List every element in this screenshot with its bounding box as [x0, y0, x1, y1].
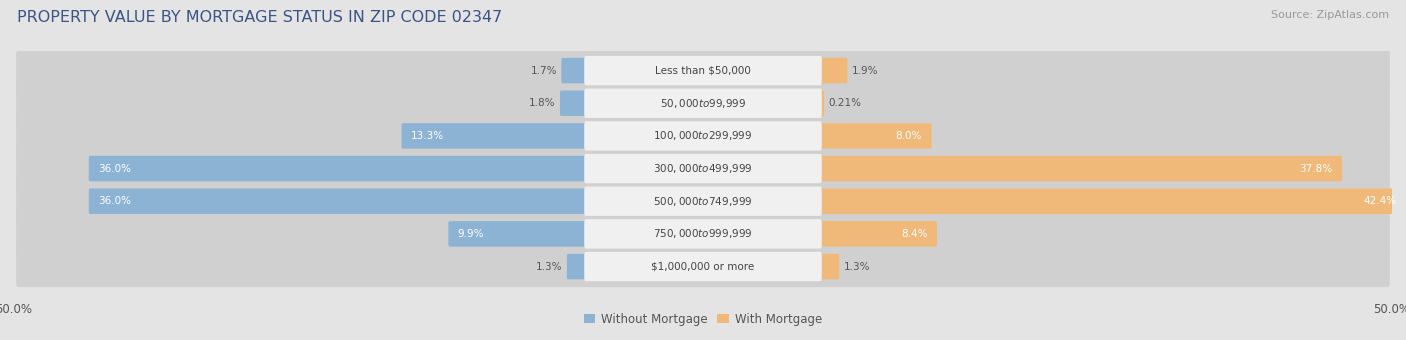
FancyBboxPatch shape: [561, 58, 586, 83]
FancyBboxPatch shape: [585, 88, 821, 118]
Legend: Without Mortgage, With Mortgage: Without Mortgage, With Mortgage: [579, 308, 827, 330]
FancyBboxPatch shape: [89, 156, 586, 181]
FancyBboxPatch shape: [585, 56, 821, 85]
FancyBboxPatch shape: [402, 123, 586, 149]
FancyBboxPatch shape: [820, 123, 931, 149]
Text: $300,000 to $499,999: $300,000 to $499,999: [654, 162, 752, 175]
Text: 36.0%: 36.0%: [98, 196, 131, 206]
Text: $1,000,000 or more: $1,000,000 or more: [651, 261, 755, 272]
FancyBboxPatch shape: [15, 50, 1391, 91]
Text: 8.4%: 8.4%: [901, 229, 928, 239]
FancyBboxPatch shape: [585, 121, 821, 151]
FancyBboxPatch shape: [15, 246, 1391, 287]
Text: Less than $50,000: Less than $50,000: [655, 66, 751, 75]
Text: Source: ZipAtlas.com: Source: ZipAtlas.com: [1271, 10, 1389, 20]
FancyBboxPatch shape: [820, 254, 839, 279]
Text: PROPERTY VALUE BY MORTGAGE STATUS IN ZIP CODE 02347: PROPERTY VALUE BY MORTGAGE STATUS IN ZIP…: [17, 10, 502, 25]
FancyBboxPatch shape: [15, 148, 1391, 189]
FancyBboxPatch shape: [585, 187, 821, 216]
Text: 42.4%: 42.4%: [1362, 196, 1396, 206]
Text: 1.7%: 1.7%: [530, 66, 557, 75]
FancyBboxPatch shape: [15, 83, 1391, 124]
FancyBboxPatch shape: [567, 254, 586, 279]
FancyBboxPatch shape: [15, 181, 1391, 222]
FancyBboxPatch shape: [820, 188, 1406, 214]
Text: 1.3%: 1.3%: [536, 261, 562, 272]
Text: 1.3%: 1.3%: [844, 261, 870, 272]
Text: 8.0%: 8.0%: [896, 131, 922, 141]
Text: 9.9%: 9.9%: [458, 229, 484, 239]
Text: $500,000 to $749,999: $500,000 to $749,999: [654, 195, 752, 208]
Text: $750,000 to $999,999: $750,000 to $999,999: [654, 227, 752, 240]
Text: 13.3%: 13.3%: [411, 131, 444, 141]
FancyBboxPatch shape: [560, 90, 586, 116]
FancyBboxPatch shape: [585, 154, 821, 183]
FancyBboxPatch shape: [15, 115, 1391, 156]
Text: 0.21%: 0.21%: [828, 98, 862, 108]
FancyBboxPatch shape: [820, 90, 824, 116]
FancyBboxPatch shape: [820, 156, 1343, 181]
FancyBboxPatch shape: [15, 213, 1391, 254]
Text: $100,000 to $299,999: $100,000 to $299,999: [654, 130, 752, 142]
FancyBboxPatch shape: [585, 252, 821, 281]
FancyBboxPatch shape: [820, 221, 936, 246]
FancyBboxPatch shape: [89, 188, 586, 214]
Text: 1.8%: 1.8%: [529, 98, 555, 108]
Text: 1.9%: 1.9%: [852, 66, 879, 75]
FancyBboxPatch shape: [820, 58, 848, 83]
Text: 37.8%: 37.8%: [1299, 164, 1333, 173]
FancyBboxPatch shape: [449, 221, 586, 246]
Text: 36.0%: 36.0%: [98, 164, 131, 173]
Text: $50,000 to $99,999: $50,000 to $99,999: [659, 97, 747, 110]
FancyBboxPatch shape: [585, 219, 821, 249]
